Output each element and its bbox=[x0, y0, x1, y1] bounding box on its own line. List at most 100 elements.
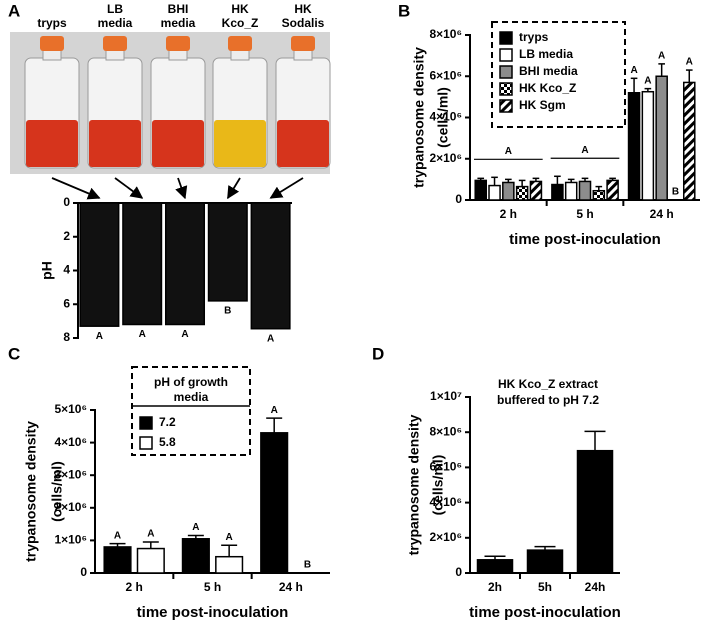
flask-cap bbox=[228, 36, 252, 51]
flask-liquid bbox=[89, 120, 141, 167]
legend-swatch bbox=[499, 48, 513, 62]
bar bbox=[529, 180, 543, 201]
legend-label: 7.2 bbox=[159, 415, 176, 429]
legend-label: LB media bbox=[519, 47, 573, 61]
bar bbox=[250, 202, 291, 330]
bar bbox=[103, 546, 132, 574]
legend-label: HK Kco_Z bbox=[519, 81, 576, 95]
group-letter: A bbox=[505, 146, 512, 157]
flask-label: Kco_Z bbox=[222, 16, 259, 30]
panel-label: A bbox=[8, 1, 20, 20]
legend-swatch bbox=[499, 99, 513, 113]
bar bbox=[655, 75, 668, 201]
significance-letter: A bbox=[181, 329, 188, 340]
flask-label: HK bbox=[294, 2, 312, 16]
bar bbox=[576, 449, 614, 574]
bar bbox=[627, 92, 641, 201]
y-tick-label: 1×10⁶ bbox=[54, 533, 87, 547]
flask-label: BHI bbox=[168, 2, 189, 16]
y-tick-label: 0 bbox=[455, 565, 462, 579]
significance-letter: A bbox=[114, 530, 121, 541]
significance-letter: A bbox=[147, 529, 154, 540]
y-tick-label: 6×10⁶ bbox=[429, 68, 462, 82]
flask-label: LB bbox=[107, 2, 123, 16]
arrow bbox=[269, 177, 304, 199]
flask-liquid bbox=[152, 120, 204, 167]
bar bbox=[502, 181, 515, 201]
bar bbox=[260, 432, 289, 574]
significance-letter: A bbox=[139, 329, 146, 340]
significance-letter: A bbox=[644, 75, 651, 86]
y-tick-label: 6 bbox=[63, 296, 70, 310]
y-axis-label: trypanosome density bbox=[406, 414, 422, 555]
bar bbox=[682, 81, 696, 201]
legend-label: 5.8 bbox=[159, 435, 176, 449]
bar bbox=[578, 180, 592, 201]
flask-liquid bbox=[214, 120, 266, 167]
y-tick-label: 2×10⁶ bbox=[429, 151, 462, 165]
significance-letter: A bbox=[686, 57, 693, 68]
y-tick-label: 4 bbox=[63, 263, 70, 277]
legend-title: pH of growth bbox=[154, 375, 228, 389]
x-axis-label: time post-inoculation bbox=[137, 604, 289, 621]
group-letter: A bbox=[581, 145, 588, 156]
y-tick-label: 0 bbox=[455, 192, 462, 206]
y-tick-label: 0 bbox=[63, 195, 70, 209]
x-tick-label: 24h bbox=[585, 580, 606, 594]
bar bbox=[476, 559, 514, 574]
flask-liquid bbox=[277, 120, 329, 167]
x-tick-label: 2h bbox=[488, 580, 502, 594]
panel-label: B bbox=[398, 1, 410, 20]
legend-swatch bbox=[499, 65, 513, 79]
flask-cap bbox=[40, 36, 64, 51]
x-tick-label: 5 h bbox=[576, 207, 593, 221]
y-axis-label: trypanosome density bbox=[23, 421, 39, 562]
flask-cap bbox=[166, 36, 190, 51]
annotation: HK Kco_Z extract bbox=[498, 377, 598, 391]
y-axis-label: pH bbox=[39, 261, 55, 280]
bar bbox=[488, 184, 501, 201]
y-axis-label: (cells/ml) bbox=[430, 455, 446, 516]
significance-letter: B bbox=[224, 306, 231, 317]
y-axis-label: (cells/ml) bbox=[49, 461, 65, 522]
significance-letter: A bbox=[658, 51, 665, 62]
y-axis-label: (cells/ml) bbox=[435, 87, 451, 148]
bar bbox=[207, 202, 248, 302]
flask-label: media bbox=[161, 16, 196, 30]
bar bbox=[181, 538, 210, 574]
x-tick-label: 2 h bbox=[125, 580, 142, 594]
arrow bbox=[51, 177, 101, 200]
x-tick-label: 2 h bbox=[500, 207, 517, 221]
flask-liquid bbox=[26, 120, 78, 167]
bar bbox=[526, 549, 564, 574]
y-tick-label: 8 bbox=[63, 330, 70, 344]
significance-letter: A bbox=[267, 333, 274, 344]
legend-swatch bbox=[499, 31, 513, 45]
y-tick-label: 4×10⁶ bbox=[429, 495, 462, 509]
y-tick-label: 4×10⁶ bbox=[429, 110, 462, 124]
flask-cap bbox=[103, 36, 127, 51]
legend-swatch bbox=[499, 82, 513, 96]
y-axis-label: trypanosome density bbox=[411, 47, 427, 188]
significance-letter: B bbox=[304, 560, 311, 571]
y-tick-label: 0 bbox=[80, 565, 87, 579]
y-tick-label: 8×10⁶ bbox=[429, 424, 462, 438]
x-axis-label: time post-inoculation bbox=[469, 604, 621, 621]
panel-label: C bbox=[8, 344, 20, 363]
x-tick-label: 24 h bbox=[279, 580, 303, 594]
arrow bbox=[175, 177, 188, 200]
y-tick-label: 2 bbox=[63, 229, 70, 243]
y-tick-label: 4×10⁶ bbox=[54, 435, 87, 449]
bar bbox=[592, 189, 606, 201]
panel-label: D bbox=[372, 344, 384, 363]
legend-label: HK Sgm bbox=[519, 98, 566, 112]
significance-letter: A bbox=[192, 522, 199, 533]
bar bbox=[136, 547, 165, 574]
x-tick-label: 5 h bbox=[204, 580, 221, 594]
significance-letter: B bbox=[672, 187, 679, 198]
y-tick-label: 2×10⁶ bbox=[54, 500, 87, 514]
arrow bbox=[227, 177, 241, 200]
flask-label: HK bbox=[231, 2, 249, 16]
legend-swatch bbox=[139, 416, 153, 430]
